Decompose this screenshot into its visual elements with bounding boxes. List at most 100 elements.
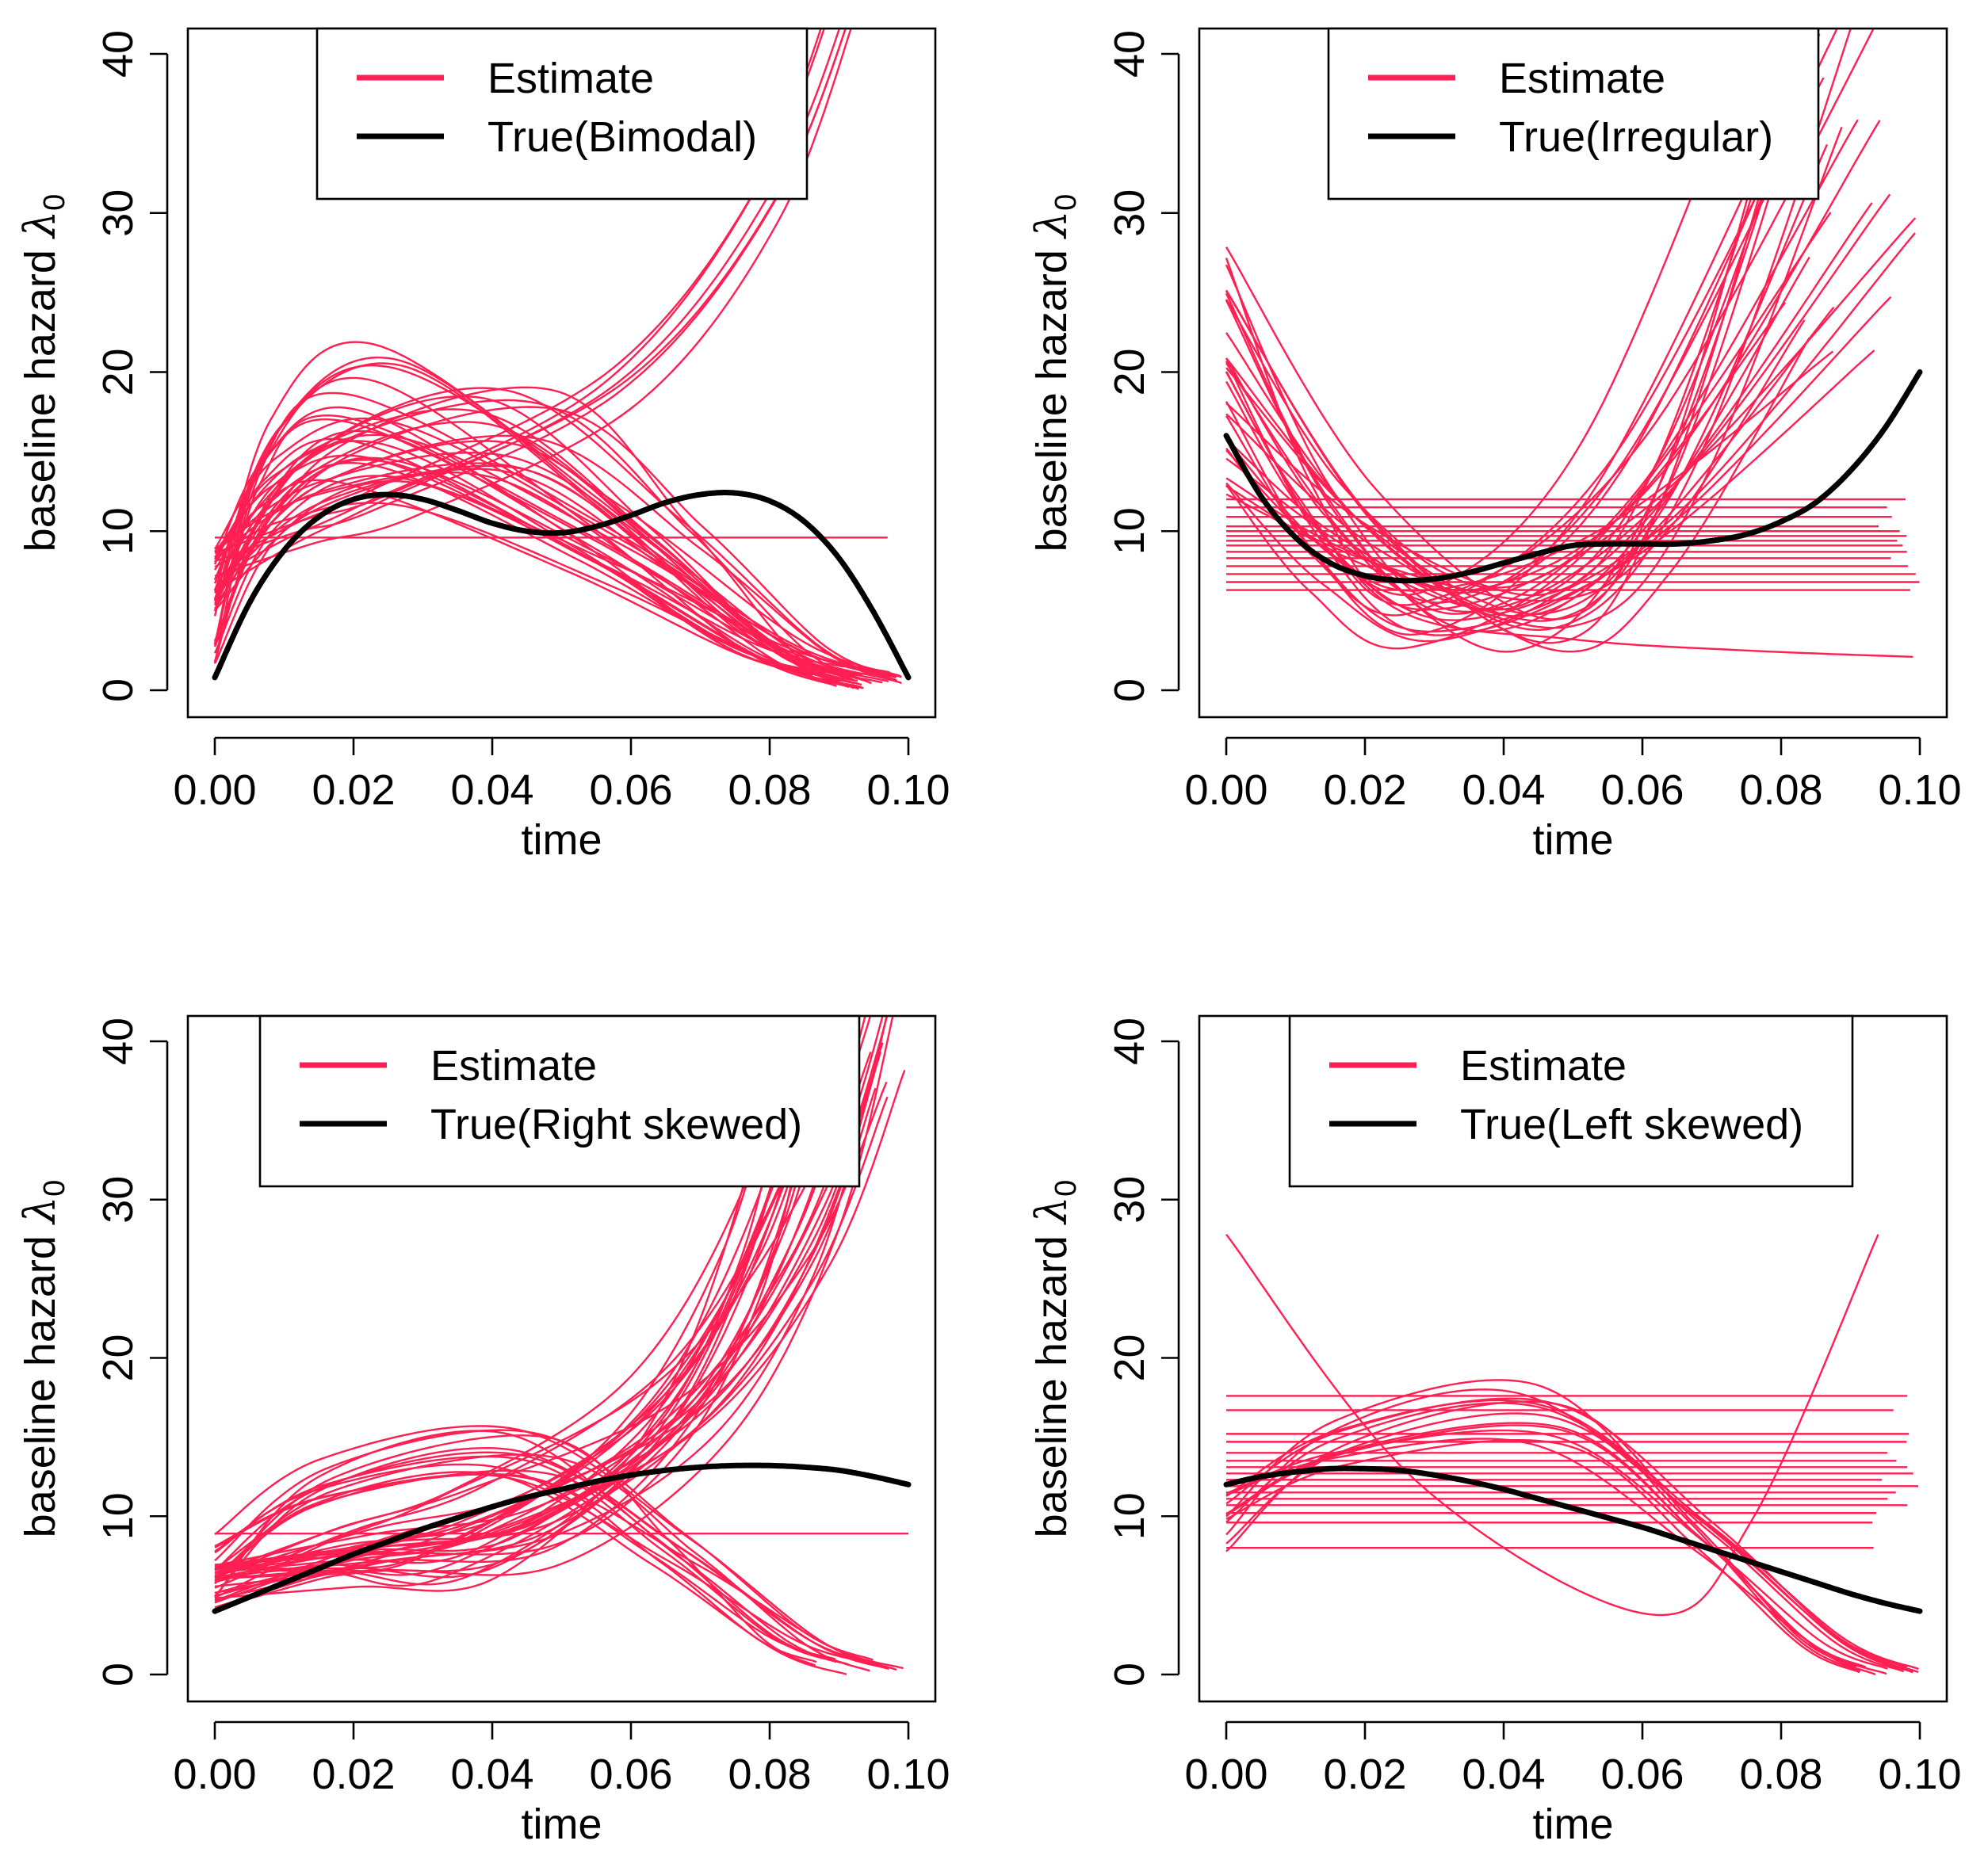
y-tick-label: 10 [1106,507,1153,555]
y-axis-title-text: baseline hazard [1028,238,1076,552]
y-axis-title-subscript: 0 [38,1180,71,1197]
estimate-curve [214,1430,840,1663]
y-tick-label: 30 [1106,189,1153,237]
estimate-curve [1225,349,1875,633]
estimate-curve [1225,119,1859,615]
y-tick-label: 10 [1106,1492,1153,1540]
x-axis: 0.00 0.02 0.04 0.06 0.08 0.10 [1184,736,1962,814]
legend-box [1288,1014,1854,1188]
estimate-curve [1225,29,1820,611]
x-axis: 0.00 0.02 0.04 0.06 0.08 0.10 [173,1720,950,1798]
estimate-curve [1225,296,1892,636]
estimate-curve [213,459,862,689]
x-tick-label: 0.00 [173,766,256,814]
legend-label: True(Irregular) [1499,113,1773,161]
plot-area [212,1016,912,1675]
estimate-curve [214,421,854,681]
x-tick-label: 0.02 [312,766,395,814]
x-tick-label: 0.06 [1600,1751,1684,1798]
x-tick-label: 0.10 [866,1751,950,1798]
y-tick-label: 20 [94,1334,142,1381]
estimate-curve [214,1472,817,1663]
y-tick-label: 10 [94,507,142,555]
x-tick-label: 0.04 [450,766,533,814]
estimate-curve [214,399,872,685]
y-tick-label: 40 [1106,30,1153,78]
estimate-curve [213,376,837,687]
estimate-curve [1225,143,1829,616]
x-tick-label: 0.00 [1184,766,1267,814]
legend: Estimate True(Right skewed) [258,1014,861,1188]
estimate-curve [214,1455,837,1663]
estimate-curve [214,1096,889,1573]
y-tick-label: 0 [1106,678,1153,702]
estimate-curve [214,1425,897,1671]
estimate-curve [1225,1438,1887,1675]
y-axis-title-text: baseline hazard [17,238,64,552]
y-axis: 0 10 20 30 40 [94,30,169,702]
y-tick-label: 10 [94,1492,142,1540]
y-axis-title-subscript: 0 [38,194,71,211]
y-axis: 0 10 20 30 40 [1106,1018,1180,1686]
y-tick-label: 40 [94,30,142,78]
estimate-curve [213,387,897,682]
x-tick-label: 0.02 [312,1751,395,1798]
y-axis: 0 10 20 30 40 [1106,30,1180,702]
estimate-curve [1225,371,1913,658]
x-axis: 0.00 0.02 0.04 0.06 0.08 0.10 [173,736,950,814]
y-axis-title-subscript: 0 [1049,1180,1083,1197]
x-tick-label: 0.06 [589,766,672,814]
legend-label: True(Bimodal) [487,113,757,161]
y-axis-title: baseline hazard λ0 [15,1180,71,1538]
y-tick-label: 20 [94,348,142,395]
x-axis-title: time [1532,816,1613,864]
x-tick-label: 0.00 [173,1751,256,1798]
legend-box [258,1014,861,1188]
x-axis: 0.00 0.02 0.04 0.06 0.08 0.10 [1184,1720,1962,1798]
estimate-curve [1225,1379,1861,1673]
y-axis-title-symbol: λ [15,1197,65,1225]
estimate-curve [1225,217,1917,611]
x-axis-title: time [1532,1801,1613,1848]
x-tick-label: 0.02 [1323,766,1406,814]
y-tick-label: 20 [1106,348,1153,395]
chart-panel-3: 0.00 0.02 0.04 0.06 0.08 0.10 time 0 10 20 30 40 bas… [15,1014,950,1848]
y-tick-label: 40 [1106,1018,1153,1065]
y-tick-label: 0 [1106,1663,1153,1686]
y-tick-label: 30 [94,1176,142,1224]
y-axis-title-text: baseline hazard [17,1224,64,1537]
x-axis-title: time [521,1801,602,1848]
estimate-curve [1225,193,1891,613]
estimate-curve [1225,212,1832,650]
estimate-curve [214,1051,882,1567]
y-tick-label: 30 [94,189,142,237]
estimate-curve [214,1471,847,1675]
x-tick-label: 0.08 [728,766,811,814]
x-axis-title: time [521,816,602,864]
y-axis-title-text: baseline hazard [1028,1224,1076,1537]
estimate-curve [1225,77,1825,604]
y-tick-label: 0 [94,678,142,702]
legend-label: Estimate [487,55,654,102]
x-tick-label: 0.04 [1462,1751,1545,1798]
estimate-curve [214,1034,788,1610]
x-tick-label: 0.08 [728,1751,811,1798]
x-tick-label: 0.04 [450,1751,533,1798]
y-axis-title: baseline hazard λ0 [15,194,71,552]
x-tick-label: 0.10 [1878,766,1961,814]
estimate-curve [214,434,902,685]
y-tick-label: 30 [1106,1176,1153,1224]
legend-box [1327,27,1820,200]
y-axis-title-subscript: 0 [1049,194,1083,211]
legend: Estimate True(Bimodal) [315,27,809,200]
legend-label: True(Right skewed) [430,1101,802,1148]
estimate-curve [1225,202,1873,643]
legend-label: Estimate [430,1042,597,1090]
y-tick-label: 0 [94,1663,142,1686]
legend-label: True(Left skewed) [1460,1101,1803,1148]
panels: 0.00 0.02 0.04 0.06 0.08 0.10 time 0 10 20 30 40 bas… [15,27,1962,1848]
x-tick-label: 0.04 [1462,766,1545,814]
x-tick-label: 0.06 [589,1751,672,1798]
true-curve [1223,1465,1923,1614]
